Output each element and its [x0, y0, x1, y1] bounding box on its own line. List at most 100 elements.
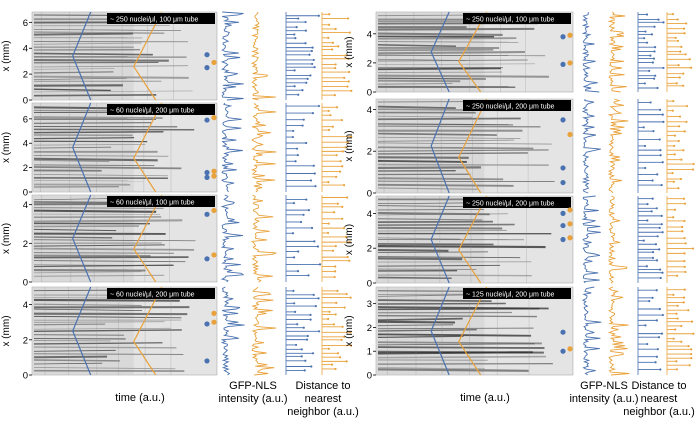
- distance-lollipop-orange-head: [348, 259, 351, 262]
- kymograph-streak: [377, 44, 456, 48]
- distance-lollipop-orange-head: [341, 325, 344, 328]
- gfp-trace-blue: [220, 11, 244, 101]
- distance-lollipop-blue-head: [658, 307, 661, 311]
- distance-lollipop-blue-head: [300, 348, 303, 351]
- distance-lollipop-blue-head: [297, 93, 300, 96]
- distance-lollipop-orange-head: [683, 260, 686, 263]
- distance-lollipop-blue-head: [657, 18, 660, 21]
- kymograph-streak: [377, 251, 488, 253]
- y-tick-label: 0: [23, 371, 28, 382]
- distance-lollipop-orange-head: [687, 309, 690, 312]
- y-axis-label: x (mm): [1, 132, 12, 163]
- distance-lollipop-blue-head: [291, 135, 294, 139]
- kymograph-streak: [33, 71, 114, 74]
- distance-lollipop-orange-head: [680, 45, 683, 48]
- y-tick-label: 2: [23, 70, 28, 81]
- distance-lollipop-blue-head: [312, 164, 315, 167]
- kymograph-streak: [33, 90, 193, 93]
- kymograph-streak: [377, 79, 461, 83]
- kymograph-streak: [33, 271, 142, 274]
- distance-lollipop-blue-head: [293, 33, 296, 36]
- distance-lollipop-orange-head: [343, 306, 346, 309]
- kymograph-streak: [377, 320, 456, 324]
- distance-lollipop-orange-head: [340, 338, 343, 341]
- kymograph-streak: [33, 247, 195, 251]
- marker-dot-blue: [560, 329, 566, 335]
- y-tick-label: 2: [23, 163, 28, 174]
- distance-lollipop-orange-head: [327, 23, 331, 26]
- distance-lollipop-orange-head: [346, 85, 349, 88]
- kymograph-streak: [377, 132, 497, 136]
- marker-dot-orange: [211, 310, 217, 316]
- distance-lollipop-blue-head: [316, 245, 320, 248]
- distance-lollipop-blue-head: [654, 243, 658, 246]
- kymograph-streak: [33, 342, 163, 345]
- distance-lollipop-blue-head: [642, 126, 645, 129]
- y-axis-label: x (mm): [344, 224, 355, 255]
- kymograph-streak: [377, 59, 528, 62]
- marker-dot-blue: [560, 34, 566, 40]
- distance-lollipop-blue-head: [299, 220, 303, 224]
- distance-lollipop-blue-head: [296, 323, 299, 326]
- kymograph-streak: [377, 63, 535, 66]
- condition-badge-text: ~ 250 nuclei/μl, 200 μm tube: [466, 201, 555, 208]
- distance-lollipop-orange-head: [682, 149, 685, 152]
- condition-badge: [107, 196, 215, 207]
- wavefront-blue: [72, 286, 92, 376]
- kymograph-streak: [377, 156, 469, 159]
- kymograph-streak: [377, 333, 532, 337]
- distance-lollipop-orange-head: [344, 146, 347, 149]
- distance-lollipop-blue-head: [660, 332, 664, 335]
- distance-lollipop-orange-head: [678, 125, 681, 128]
- kymograph-streak: [377, 67, 502, 71]
- distance-lollipop-blue-head: [295, 26, 298, 29]
- kymograph-streak: [33, 228, 117, 232]
- kymograph-streak: [33, 42, 142, 45]
- distance-lollipop-orange-head: [333, 211, 336, 214]
- y-axis-label: x (mm): [1, 223, 12, 254]
- marker-dot-orange: [211, 168, 217, 174]
- kymograph-streak: [33, 219, 183, 223]
- marker-dot-blue: [204, 174, 210, 180]
- distance-lollipop-orange-head: [682, 197, 686, 200]
- distance-lollipop-blue-head: [302, 213, 305, 216]
- distance-lollipop-blue-head: [301, 89, 304, 92]
- kymograph-streak: [377, 315, 537, 318]
- distance-lollipop-orange-head: [675, 82, 678, 85]
- wavefront-orange: [458, 11, 488, 93]
- distance-lollipop-blue-head: [655, 289, 658, 292]
- kymograph-shade: [32, 12, 134, 100]
- distance-lollipop-orange-head: [346, 141, 349, 144]
- wavefront-blue: [430, 11, 450, 93]
- distance-lollipop-orange-head: [348, 241, 351, 244]
- distance-lollipop-blue-head: [305, 81, 308, 84]
- y-axis-label: x (mm): [1, 315, 12, 346]
- kymograph-streak: [377, 346, 545, 349]
- distance-lollipop-blue-head: [659, 154, 662, 157]
- distance-lollipop-orange-head: [677, 187, 680, 190]
- distance-lollipop-orange-head: [333, 94, 336, 97]
- gfp-trace-blue: [220, 286, 245, 376]
- kymograph-streak: [377, 274, 532, 277]
- kymograph-streak: [33, 355, 108, 359]
- marker-dot-blue: [560, 117, 566, 123]
- kymograph-streak: [33, 321, 165, 323]
- kymograph-streak: [33, 77, 127, 80]
- marker-dot-blue: [560, 222, 566, 229]
- left-panel-2: ~ 60 nuclei/μl, 200 μm tube 0 2 4 6 x (mm): [1, 102, 353, 199]
- kymograph-streak: [377, 299, 492, 302]
- kymograph-streak: [377, 226, 503, 230]
- y-tick-label: 4: [23, 200, 28, 211]
- distance-lollipop-blue-head: [310, 365, 313, 368]
- kymograph-streak: [377, 229, 507, 232]
- distance-lollipop-blue-head: [654, 74, 657, 77]
- distance-lollipop-blue-head: [313, 172, 316, 175]
- gfp-trace-blue: [581, 98, 601, 194]
- kymograph-streak: [33, 349, 116, 352]
- distance-lollipop-orange-head: [344, 54, 348, 57]
- distance-lollipop-blue-head: [646, 342, 649, 346]
- distance-lollipop-blue-head: [655, 319, 658, 322]
- distance-lollipop-blue-head: [313, 240, 316, 243]
- distance-lollipop-blue-head: [644, 30, 647, 33]
